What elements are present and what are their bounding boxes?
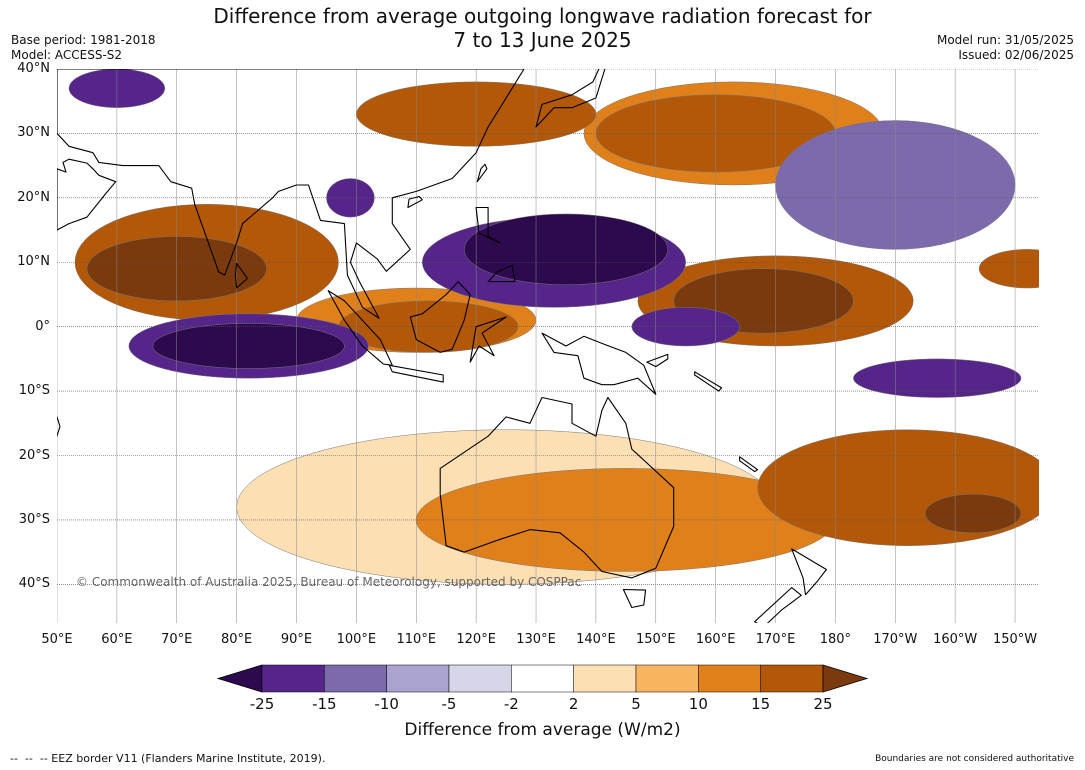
coastline-layer: [57, 69, 827, 623]
coastline-java: [388, 364, 444, 383]
colorbar-segment: [698, 664, 761, 693]
anomaly-region: [853, 358, 1022, 398]
colorbar-segment: [760, 664, 824, 693]
colorbar-segment: [386, 664, 450, 693]
coastline-sulawesi: [469, 316, 507, 363]
coastline-new-zealand-north: [791, 548, 827, 596]
meta-right: Model run: 31/05/2025 Issued: 02/06/2025: [937, 33, 1074, 63]
longitude-label: 100°E: [336, 632, 377, 647]
coastline-arabia: [57, 158, 117, 231]
latitude-label: 40°N: [17, 61, 50, 76]
coastline-madagascar: [57, 415, 61, 438]
colorbar-tick-label: 25: [813, 695, 833, 713]
coastline-solomons: [694, 371, 723, 392]
coastline-borneo: [409, 281, 471, 353]
colorbar-title: Difference from average (W/m2): [404, 720, 681, 740]
base-period-text: Base period: 1981-2018: [11, 33, 156, 47]
coastline-philippines-luzon: [475, 206, 501, 244]
colorbar-tick-label: -10: [374, 695, 399, 713]
colorbar-segment: [324, 664, 387, 693]
latitude-label: 0°: [35, 318, 50, 334]
colorbar-tick-label: 2: [568, 695, 579, 713]
colorbar-min-arrow: [216, 664, 263, 693]
longitude-label: 160°W: [933, 632, 978, 647]
longitude-label: 70°E: [161, 632, 193, 647]
map-canvas: [57, 69, 1039, 623]
coastline-taiwan: [476, 163, 488, 183]
colorbar-segment: [511, 664, 574, 693]
colorbar-segment: [573, 664, 637, 693]
colorbar-tick-label: 15: [751, 695, 771, 713]
latitude-label: 40°S: [18, 576, 50, 592]
latitude-label: 30°N: [17, 125, 50, 141]
coastline-new-caledonia: [739, 456, 759, 473]
longitude-label: 150°W: [992, 632, 1038, 647]
model-text: Model: ACCESS-S2: [11, 48, 123, 62]
latitude-label: 10°S: [18, 383, 50, 399]
longitude-label: 80°E: [220, 632, 253, 647]
colorbar-segment: [635, 664, 699, 693]
coastline-sumatra: [327, 290, 393, 366]
longitude-label: 130°E: [516, 632, 556, 647]
title-line-1: Difference from average outgoing longwav…: [213, 4, 872, 28]
coastline-hainan: [407, 195, 423, 209]
longitude-label: 110°E: [396, 632, 437, 647]
coastline-asia-mainland: [57, 69, 525, 319]
coastline-new-zealand-south: [754, 587, 802, 623]
longitude-label: 170°E: [755, 632, 796, 647]
longitude-label: 180°: [819, 632, 852, 647]
latitude-label: 20°S: [18, 447, 50, 463]
colorbar-tick-label: 10: [688, 695, 708, 713]
longitude-label: 90°E: [280, 632, 313, 647]
boundaries-disclaimer: Boundaries are not considered authoritat…: [875, 754, 1074, 764]
colorbar-tick-label: -15: [312, 695, 337, 713]
coastline-japan: [535, 69, 606, 128]
title-line-2: 7 to 13 June 2025: [453, 28, 632, 52]
meta-left: Base period: 1981-2018 Model: ACCESS-S2: [11, 33, 156, 63]
copyright-note: © Commonwealth of Australia 2025, Bureau…: [76, 575, 582, 589]
anomaly-region: [924, 493, 1022, 534]
map-panel: [57, 69, 1039, 623]
colorbar-segment: [448, 664, 512, 693]
longitude-label: 60°E: [101, 632, 133, 647]
colorbar-tick-label: -25: [249, 695, 275, 713]
anomaly-region: [326, 178, 375, 218]
colorbar-tick-label: 5: [631, 695, 641, 713]
coastline-australia: [439, 396, 675, 579]
anomaly-region: [978, 249, 1039, 289]
latitude-label: 10°N: [17, 254, 50, 270]
map-title: Difference from average outgoing longwav…: [0, 4, 1085, 52]
latitude-label: 20°N: [17, 189, 50, 205]
longitude-label: 150°E: [636, 632, 676, 647]
issued-text: Issued: 02/06/2025: [958, 48, 1074, 62]
latitude-label: 30°S: [18, 511, 50, 527]
model-run-text: Model run: 31/05/2025: [936, 33, 1074, 47]
coastline-sri-lanka: [234, 262, 248, 289]
colorbar-max-arrow: [822, 664, 869, 693]
longitude-label: 140°E: [576, 632, 616, 647]
eez-legend-note: -- -- -- EEZ border V11 (Flanders Marine…: [10, 752, 326, 765]
coastline-tasmania: [622, 588, 647, 609]
colorbar-tick-label: -5: [441, 695, 457, 713]
coastline-new-guinea: [541, 332, 657, 395]
graticule: [57, 69, 1039, 623]
longitude-label: 50°E: [41, 632, 73, 647]
longitude-label: 170°W: [873, 632, 918, 647]
longitude-label: 120°E: [456, 632, 496, 647]
anomaly-region: [152, 323, 345, 369]
coastline-new-britain: [646, 353, 669, 368]
longitude-label: 160°E: [695, 632, 736, 647]
colorbar-segment: [261, 664, 325, 693]
coastline-mindanao: [487, 264, 516, 283]
anomaly-region: [463, 213, 669, 286]
colorbar-tick-label: -2: [503, 695, 519, 713]
